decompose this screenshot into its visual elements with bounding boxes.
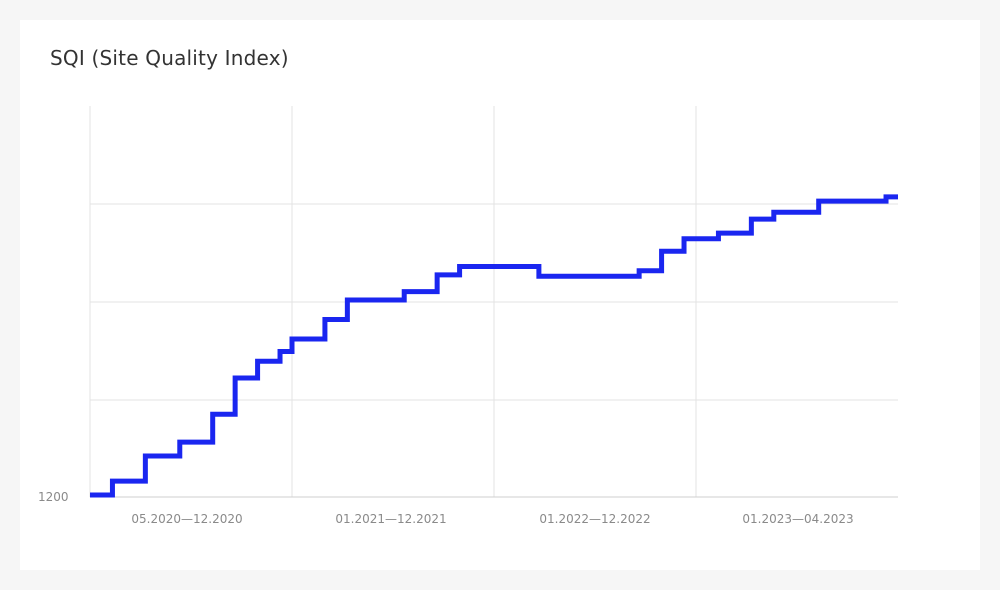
y-tick-labels: 1200 [38, 490, 69, 504]
x-tick-label: 01.2023—04.2023 [742, 512, 853, 526]
x-tick-labels: 05.2020—12.2020 01.2021—12.2021 01.2022—12… [131, 512, 853, 526]
y-tick-label: 1200 [38, 490, 69, 504]
x-tick-label: 01.2022—12.2022 [539, 512, 650, 526]
chart-title: SQI (Site Quality Index) [50, 46, 289, 70]
series-line [90, 194, 898, 498]
x-tick-label: 05.2020—12.2020 [131, 512, 242, 526]
x-tick-label: 01.2021—12.2021 [335, 512, 446, 526]
horizontal-gridlines [90, 203, 898, 401]
chart-card [20, 20, 980, 570]
